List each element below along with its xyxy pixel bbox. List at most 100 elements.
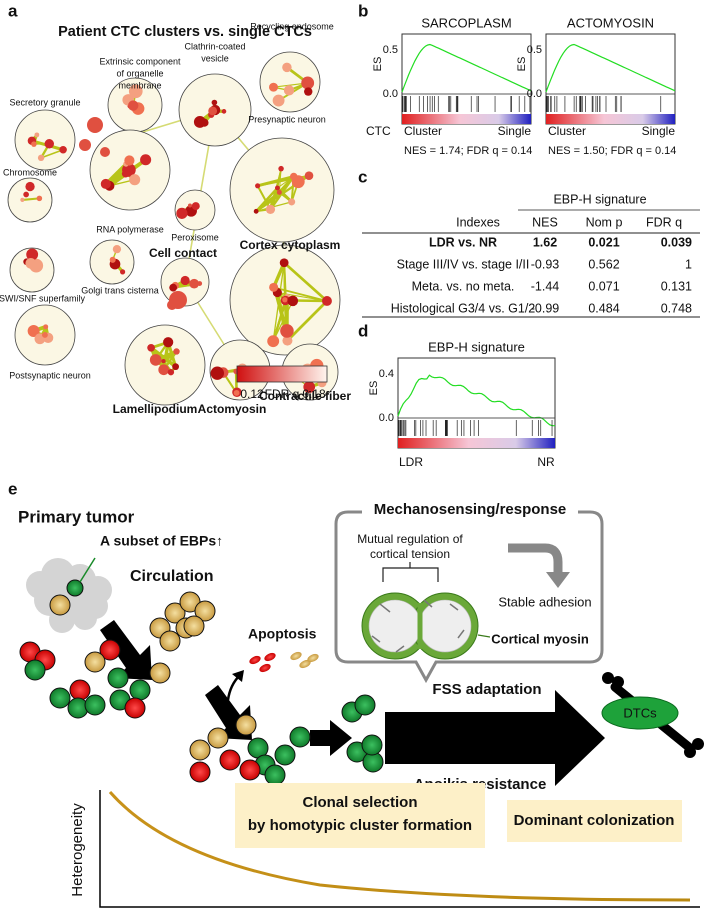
cluster-label: Recycling endosome (250, 21, 334, 31)
node (124, 155, 135, 166)
plot-frame (545, 33, 676, 125)
node (265, 204, 276, 215)
bone-end (692, 738, 704, 750)
stats: NES = 1.74; FDR q = 0.14 (404, 145, 532, 157)
cell (124, 697, 146, 719)
axis-label: ES (372, 57, 384, 72)
cell (219, 749, 241, 771)
node (267, 335, 280, 348)
plot-title: SARCOPLASM (421, 15, 511, 30)
axes (99, 790, 700, 908)
table-cell: -0.93 (531, 257, 560, 271)
cell (99, 639, 121, 661)
cell (264, 764, 286, 786)
node (121, 169, 130, 178)
node (189, 278, 200, 289)
cluster-label: RNA polymerase (96, 224, 164, 234)
force (395, 645, 405, 653)
edge (22, 197, 40, 201)
node (25, 181, 35, 192)
table-cell: 1 (685, 257, 692, 271)
node (27, 324, 40, 337)
annotation: Cortical myosin (491, 631, 589, 646)
cell (49, 687, 71, 709)
annotation: Clonal selection (302, 794, 417, 811)
cytoplasm (418, 599, 472, 653)
node (25, 257, 37, 269)
fragment (307, 653, 319, 663)
cluster-label: Extrinsic component (99, 56, 181, 66)
legend-label: 0.12 (240, 387, 264, 401)
cell (189, 739, 211, 761)
node (100, 178, 111, 189)
tick-label: 0.0 (527, 88, 542, 100)
cell (49, 594, 71, 616)
node (322, 296, 332, 306)
legend-bar (236, 365, 328, 383)
axis-end: Cluster (548, 124, 586, 138)
cell (274, 744, 296, 766)
node (253, 208, 259, 214)
axis-end: Cluster (404, 124, 442, 138)
node (42, 332, 48, 338)
node (282, 335, 293, 346)
cell (235, 714, 257, 736)
edge (286, 300, 328, 342)
panel-letter: d (358, 321, 368, 340)
gray-arrowhead (546, 572, 570, 588)
cluster-region (14, 109, 76, 171)
pointer (79, 557, 96, 583)
table-cell: 0.748 (661, 301, 692, 315)
annotation: A subset of EBPs↑ (100, 533, 223, 549)
panel-letter: e (8, 479, 17, 498)
cluster-label: Clathrin-coated (184, 41, 245, 51)
node (278, 165, 284, 172)
node (120, 269, 126, 275)
node (255, 183, 261, 189)
node (149, 354, 162, 366)
force (379, 603, 391, 613)
edge (273, 286, 328, 302)
cell (354, 694, 376, 716)
es-curve (401, 43, 532, 93)
cell (239, 759, 261, 781)
node (301, 76, 315, 90)
bone-end (684, 746, 696, 758)
cluster-label: Presynaptic neuron (248, 114, 326, 124)
fragment (259, 663, 271, 673)
edge (272, 299, 286, 342)
cell (84, 651, 106, 673)
table-cell: Histological G3/4 vs. G1/2 (391, 301, 536, 315)
cluster-label: Actomyosin (198, 402, 267, 416)
node (288, 198, 296, 206)
highlight (507, 800, 682, 842)
node (279, 258, 289, 268)
table-cell: Stage III/IV vs. stage I/II (397, 257, 530, 271)
stage-label: FSS adaptation (432, 681, 541, 698)
cell (207, 727, 229, 749)
rank-bar (546, 114, 675, 124)
fragment (264, 652, 276, 662)
node (274, 185, 280, 191)
cell (107, 667, 129, 689)
table-cell: Meta. vs. no meta. (412, 279, 515, 293)
node (287, 295, 299, 307)
annotation: Dominant colonization (514, 812, 675, 829)
node (163, 337, 174, 348)
dtc (601, 696, 679, 730)
node (167, 300, 177, 310)
table-cell: 0.021 (588, 235, 619, 249)
es-curve (545, 43, 676, 93)
axis-end: Single (498, 124, 532, 138)
panel-letter: c (358, 167, 367, 186)
node (37, 154, 45, 162)
tumor (73, 606, 97, 630)
dtc-label: DTCs (623, 705, 657, 720)
node (180, 275, 190, 286)
node (23, 191, 29, 198)
row-label: CTC (366, 124, 391, 138)
node (26, 248, 39, 261)
node (172, 363, 180, 371)
node (161, 358, 166, 364)
cluster-label: vesicle (201, 53, 229, 63)
